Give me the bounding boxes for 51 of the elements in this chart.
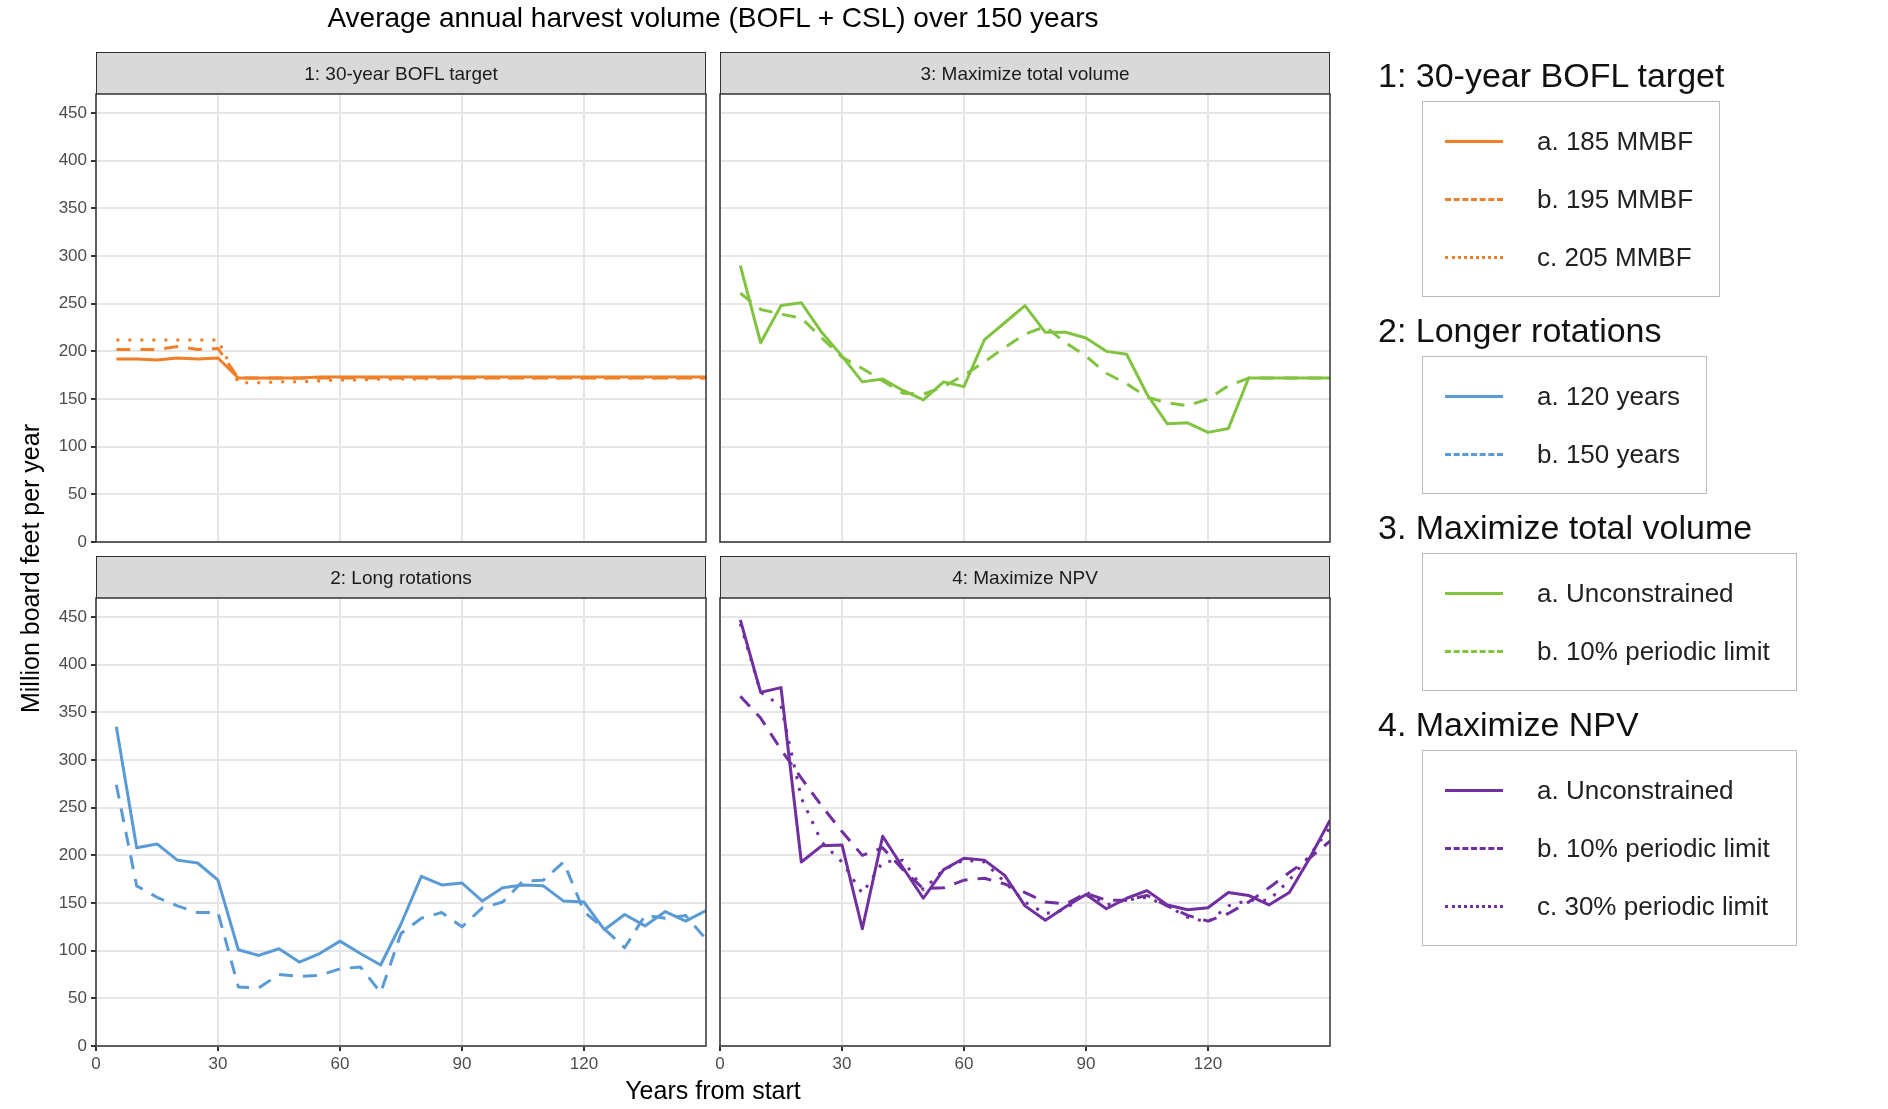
legend-title: 4. Maximize NPV [1378, 705, 1640, 744]
y-tick-label: 0 [77, 531, 87, 551]
legend-label: b. 195 MMBF [1537, 183, 1694, 215]
y-tick-label: 250 [58, 797, 87, 817]
x-tick-label: 90 [452, 1053, 472, 1073]
x-tick-label: 30 [832, 1053, 852, 1073]
y-tick-label: 350 [58, 198, 87, 218]
text: Average annual harvest volume (BOFL + CSL) over 150 years [326, 2, 1100, 34]
y-tick-label: 350 [58, 702, 87, 722]
y-tick-label: 400 [58, 654, 87, 674]
legend-label: c. 30% periodic limit [1537, 890, 1769, 922]
y-tick-label: 200 [58, 845, 87, 865]
legend-label: a. Unconstrained [1537, 577, 1734, 609]
x-tick-label: 30 [208, 1053, 228, 1073]
legend-label: b. 10% periodic limit [1537, 635, 1770, 667]
legend-label: a. Unconstrained [1537, 774, 1734, 806]
y-tick-label: 300 [58, 749, 87, 769]
chart-title: 1: 30-year BOFL target [96, 52, 706, 94]
y-tick-label: 450 [58, 102, 87, 122]
legend-title: 1: 30-year BOFL target [1378, 56, 1726, 95]
x-tick-label: 60 [330, 1053, 350, 1073]
legend-label: c. 205 MMBF [1537, 241, 1692, 273]
x-tick-label: 120 [569, 1053, 599, 1073]
x-tick-label: 0 [91, 1053, 101, 1073]
y-tick-label: 100 [58, 940, 87, 960]
y-tick-label: 150 [58, 892, 87, 912]
legend-label: a. 185 MMBF [1537, 125, 1694, 157]
x-tick-label: 120 [1193, 1053, 1223, 1073]
legend-title: 2: Longer rotations [1378, 311, 1663, 350]
y-tick-label: 300 [58, 245, 87, 265]
y-axis-title: Million board feet per year [15, 423, 45, 716]
legend-title: 3. Maximize total volume [1378, 508, 1754, 547]
y-tick-label: 200 [58, 341, 87, 361]
y-tick-label: 50 [68, 988, 87, 1008]
y-tick-label: 400 [58, 150, 87, 170]
x-tick-label: 0 [715, 1053, 725, 1073]
legend-label: b. 150 years [1537, 438, 1681, 470]
y-tick-label: 100 [58, 436, 87, 456]
chart-title: 2: Long rotations [96, 556, 706, 598]
y-tick-label: 250 [58, 293, 87, 313]
y-tick-label: 0 [77, 1035, 87, 1055]
legend-label: b. 10% periodic limit [1537, 832, 1770, 864]
y-tick-label: 450 [58, 606, 87, 626]
chart-title: 3: Maximize total volume [720, 52, 1330, 94]
x-tick-label: 60 [954, 1053, 974, 1073]
x-axis-title: Years from start [624, 1076, 802, 1105]
y-tick-label: 50 [68, 484, 87, 504]
x-tick-label: 90 [1076, 1053, 1096, 1073]
y-tick-label: 150 [58, 388, 87, 408]
legend-label: a. 120 years [1537, 380, 1681, 412]
chart-title: 4: Maximize NPV [720, 556, 1330, 598]
